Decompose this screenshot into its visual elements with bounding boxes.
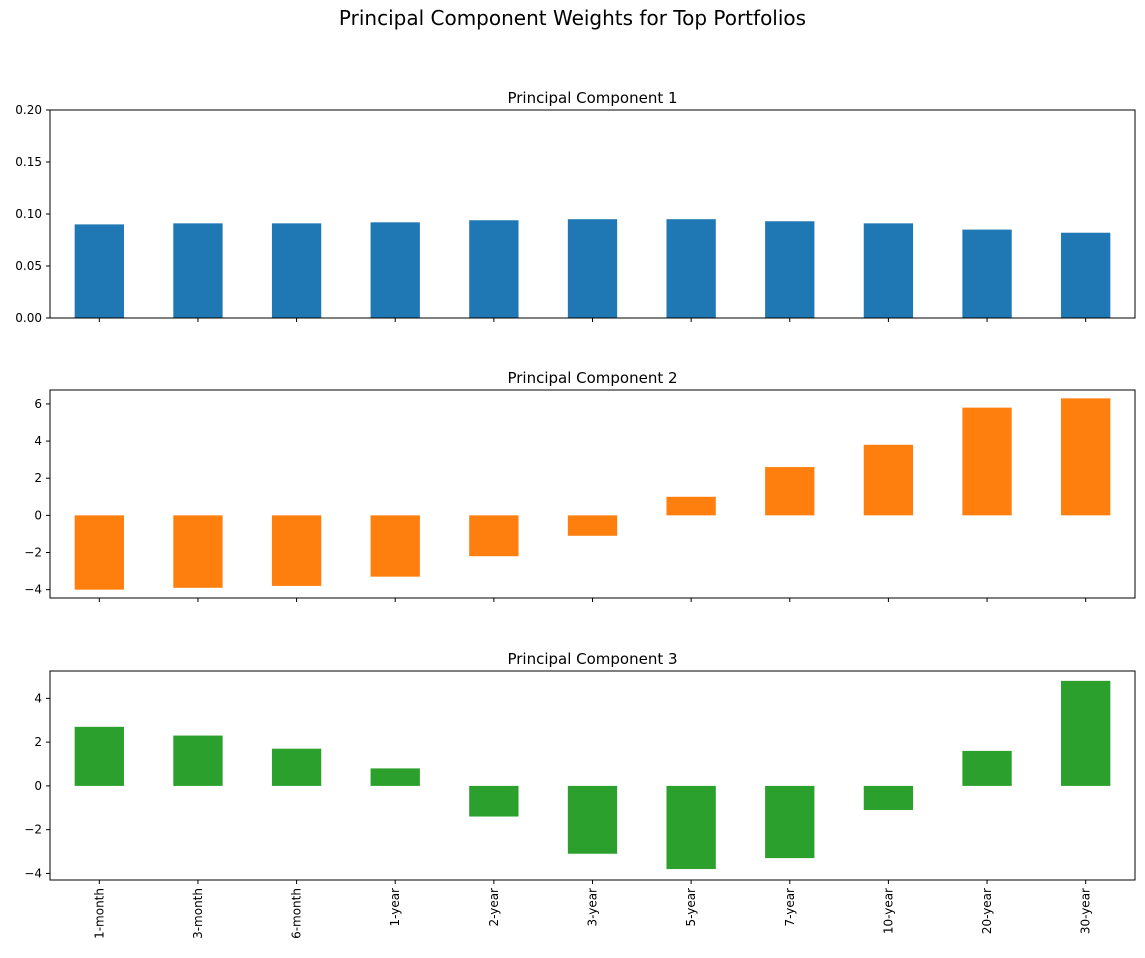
panel-title-pc2: Principal Component 2 xyxy=(507,369,677,387)
figure-title: Principal Component Weights for Top Port… xyxy=(338,6,807,30)
bar-pc3-3-month xyxy=(173,735,223,786)
bar-pc1-30-year xyxy=(1061,232,1111,318)
bar-pc1-3-month xyxy=(173,223,223,318)
bar-pc1-20-year xyxy=(962,229,1012,318)
ytick-label-pc2: −4 xyxy=(24,583,42,597)
xtick-label-1-month: 1-month xyxy=(92,888,106,939)
ytick-label-pc1: 0.00 xyxy=(15,311,42,325)
bar-pc3-6-month xyxy=(271,748,322,786)
bar-pc2-1-month xyxy=(74,515,124,590)
bar-pc3-7-year xyxy=(765,785,815,859)
bar-pc2-6-month xyxy=(271,515,322,586)
xtick-label-3-month: 3-month xyxy=(191,888,205,939)
bar-pc2-10-year xyxy=(863,444,914,516)
ytick-label-pc3: 0 xyxy=(34,779,42,793)
xtick-label-1-year: 1-year xyxy=(388,888,402,927)
ytick-label-pc2: 4 xyxy=(34,434,42,448)
ytick-label-pc2: 2 xyxy=(34,471,42,485)
bar-pc1-7-year xyxy=(765,221,815,318)
ytick-label-pc3: −2 xyxy=(24,823,42,837)
bar-pc2-2-year xyxy=(469,515,519,557)
bar-pc3-30-year xyxy=(1061,680,1111,786)
bar-pc3-10-year xyxy=(863,785,914,810)
bar-pc2-7-year xyxy=(765,467,815,516)
bar-pc2-20-year xyxy=(962,407,1012,516)
ytick-label-pc1: 0.10 xyxy=(15,207,42,221)
bar-pc3-3-year xyxy=(567,785,618,854)
xtick-label-2-year: 2-year xyxy=(487,888,501,927)
ytick-label-pc1: 0.20 xyxy=(15,103,42,117)
ytick-label-pc3: 2 xyxy=(34,735,42,749)
bar-pc1-1-year xyxy=(370,222,420,318)
xtick-label-10-year: 10-year xyxy=(881,888,895,934)
bar-pc3-2-year xyxy=(469,785,519,817)
bar-pc1-10-year xyxy=(863,223,914,318)
bar-pc1-2-year xyxy=(469,220,519,318)
ytick-label-pc2: −2 xyxy=(24,546,42,560)
xtick-label-6-month: 6-month xyxy=(290,888,304,939)
bar-pc3-5-year xyxy=(666,785,716,870)
bar-pc1-6-month xyxy=(271,223,322,318)
ytick-label-pc2: 0 xyxy=(34,508,42,522)
bar-pc1-5-year xyxy=(666,219,716,318)
bar-pc2-1-year xyxy=(370,515,420,577)
xtick-label-20-year: 20-year xyxy=(980,888,994,934)
bar-pc3-1-month xyxy=(74,726,124,786)
ytick-label-pc3: −4 xyxy=(24,866,42,880)
xtick-label-3-year: 3-year xyxy=(586,888,600,927)
ytick-label-pc3: 4 xyxy=(34,691,42,705)
bar-pc2-3-month xyxy=(173,515,223,588)
bar-pc1-1-month xyxy=(74,224,124,318)
bar-pc2-3-year xyxy=(567,515,618,536)
panel-title-pc3: Principal Component 3 xyxy=(507,650,677,668)
ytick-label-pc1: 0.05 xyxy=(15,259,42,273)
xtick-label-7-year: 7-year xyxy=(783,888,797,927)
ytick-label-pc2: 6 xyxy=(34,397,42,411)
bar-pc3-1-year xyxy=(370,768,420,786)
bar-pc2-5-year xyxy=(666,496,716,516)
xtick-label-5-year: 5-year xyxy=(684,888,698,927)
bar-pc3-20-year xyxy=(962,750,1012,786)
xtick-label-30-year: 30-year xyxy=(1079,888,1093,934)
bar-pc2-30-year xyxy=(1061,398,1111,516)
ytick-label-pc1: 0.15 xyxy=(15,155,42,169)
panel-title-pc1: Principal Component 1 xyxy=(507,89,677,107)
bar-pc1-3-year xyxy=(567,219,618,318)
